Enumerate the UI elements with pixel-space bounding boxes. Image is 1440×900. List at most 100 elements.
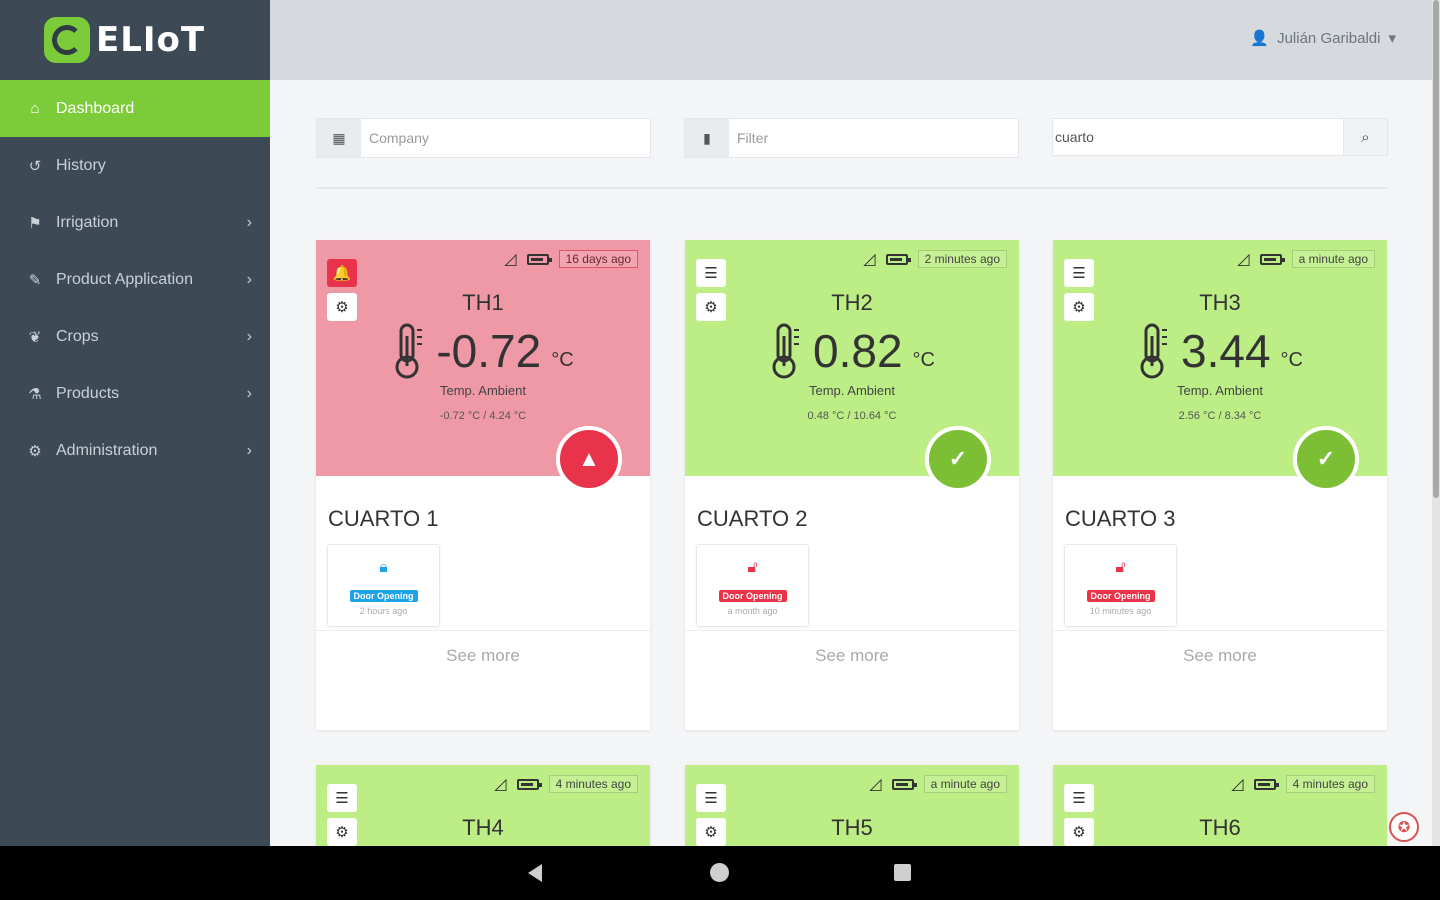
- home-button-icon[interactable]: [710, 863, 729, 882]
- sidebar-item-products[interactable]: ⚗ Products ›: [0, 365, 270, 422]
- app-logo[interactable]: ELIoT: [0, 0, 270, 80]
- temperature-value: 0.82: [813, 325, 903, 377]
- reading: 0.82 °C: [685, 322, 1019, 380]
- sidebar-item-label: Dashboard: [56, 99, 135, 117]
- sidebar-item-label: Products: [56, 384, 120, 402]
- sidebar-item-label: History: [56, 156, 106, 174]
- sensor-name: TH1: [462, 290, 504, 315]
- thermometer-icon: [395, 323, 423, 379]
- lock-open-icon: 🔓︎: [1115, 559, 1126, 576]
- flask-icon: ⚗: [28, 385, 42, 403]
- card-body: CUARTO 3 🔓︎ Door Opening 10 minutes ago …: [1053, 476, 1387, 680]
- sidebar-item-label: Product Application: [56, 270, 193, 288]
- home-icon: ⌂: [30, 100, 40, 117]
- filter-input[interactable]: [729, 119, 1018, 157]
- settings-button[interactable]: ⚙: [1064, 293, 1094, 321]
- sensor-panel: ☰ ⚙ ◿ a minute ago TH5: [685, 765, 1019, 846]
- gear-icon: ⚙: [704, 824, 718, 841]
- logo-mark-icon: [44, 17, 90, 63]
- history-icon: ↺: [28, 157, 42, 175]
- door-status[interactable]: 🔓︎ Door Opening a month ago: [696, 544, 809, 627]
- sidebar-item-administration[interactable]: ⚙ Administration ›: [0, 422, 270, 479]
- see-more-link[interactable]: See more: [1053, 630, 1387, 680]
- menu-button[interactable]: ☰: [1064, 784, 1094, 812]
- back-icon[interactable]: [528, 864, 542, 882]
- door-status[interactable]: 🔒︎ Door Opening 2 hours ago: [327, 544, 440, 627]
- room-name: CUARTO 1: [328, 506, 439, 531]
- door-time: 2 hours ago: [359, 606, 408, 616]
- sensor-panel: ☰ ⚙ ◿ a minute ago TH3 3.44 °C Temp. Amb…: [1053, 240, 1387, 492]
- card-body: CUARTO 1 🔒︎ Door Opening 2 hours ago See…: [316, 476, 650, 680]
- thermometer-icon: [1140, 323, 1167, 379]
- battery-icon: [885, 253, 911, 265]
- sensor-panel: ☰ ⚙ ◿ 4 minutes ago TH6: [1053, 765, 1387, 846]
- gear-icon: ⚙: [335, 824, 349, 841]
- divider: [316, 187, 1388, 189]
- user-menu[interactable]: 👤 Julián Garibaldi ▾: [1250, 29, 1396, 48]
- settings-button[interactable]: ⚙: [327, 293, 357, 321]
- reading-range: -0.72 °C / 4.24 °C: [439, 410, 527, 422]
- sidebar-item-label: Administration: [56, 441, 158, 459]
- door-status[interactable]: 🔓︎ Door Opening 10 minutes ago: [1064, 544, 1177, 627]
- sensor-card: ☰ ⚙ ◿ 2 minutes ago TH2 0.82 °C Temp. Am…: [685, 240, 1019, 730]
- battery-icon: [526, 253, 552, 265]
- sensor-name: TH4: [462, 815, 504, 840]
- sensor-card: ☰ ⚙ ◿ 4 minutes ago TH6: [1053, 765, 1387, 846]
- search-icon: ⌕: [1361, 128, 1370, 146]
- sensor-name: TH5: [831, 815, 873, 840]
- sidebar-item-irrigation[interactable]: ⚑ Irrigation ›: [0, 194, 270, 251]
- menu-button[interactable]: ☰: [327, 784, 357, 812]
- see-more-link[interactable]: See more: [316, 630, 650, 680]
- caret-down-icon: ▾: [1388, 30, 1396, 47]
- settings-button[interactable]: ⚙: [327, 818, 357, 846]
- search-input[interactable]: [1053, 119, 1343, 155]
- settings-button[interactable]: ⚙: [1064, 818, 1094, 846]
- bell-icon[interactable]: 🔔: [327, 259, 357, 287]
- app-name: ELIoT: [96, 20, 206, 60]
- sidebar-item-label: Crops: [56, 327, 99, 345]
- company-input[interactable]: [361, 119, 650, 157]
- sidebar-item-product-application[interactable]: ✎ Product Application ›: [0, 251, 270, 308]
- lock-open-icon: 🔓︎: [747, 559, 758, 576]
- settings-button[interactable]: ⚙: [696, 818, 726, 846]
- sidebar-item-crops[interactable]: ❦ Crops ›: [0, 308, 270, 365]
- temperature-value: -0.72: [436, 325, 542, 377]
- sidebar-item-history[interactable]: ↺ History: [0, 137, 270, 194]
- warning-icon: ▲: [556, 426, 622, 492]
- menu-icon: ☰: [1072, 265, 1086, 282]
- card-body: CUARTO 2 🔓︎ Door Opening a month ago See…: [685, 476, 1019, 680]
- signal-icon: ◿: [863, 251, 876, 268]
- sidebar-item-dashboard[interactable]: ⌂ Dashboard: [0, 80, 270, 137]
- see-more-link[interactable]: See more: [685, 630, 1019, 680]
- help-lifebuoy-icon[interactable]: ✪: [1389, 812, 1419, 842]
- android-nav-bar: [0, 846, 1440, 900]
- signal-icon: ◿: [504, 251, 517, 268]
- menu-icon: ☰: [335, 790, 349, 807]
- last-update-badge: a minute ago: [923, 775, 1007, 793]
- signal-icon: ◿: [869, 776, 882, 793]
- sensor-name: TH2: [831, 290, 873, 315]
- search-button[interactable]: ⌕: [1343, 119, 1387, 155]
- last-update-badge: 4 minutes ago: [1285, 775, 1375, 793]
- sensor-card: ☰ ⚙ ◿ a minute ago TH3 3.44 °C Temp. Amb…: [1053, 240, 1387, 730]
- signal-icon: ◿: [1237, 251, 1250, 268]
- menu-button[interactable]: ☰: [696, 784, 726, 812]
- battery-icon: [891, 778, 917, 790]
- last-update-badge: 4 minutes ago: [548, 775, 638, 793]
- recent-apps-icon[interactable]: [894, 864, 911, 881]
- device-icon: ▮: [685, 119, 729, 157]
- reading-range: 0.48 °C / 10.64 °C: [807, 410, 897, 422]
- temperature-value: 3.44: [1181, 325, 1271, 377]
- menu-button[interactable]: ☰: [696, 259, 726, 287]
- settings-button[interactable]: ⚙: [696, 293, 726, 321]
- status-row: ◿ 16 days ago: [504, 249, 638, 269]
- menu-button[interactable]: ☰: [1064, 259, 1094, 287]
- status-row: ◿ 4 minutes ago: [494, 774, 638, 794]
- status-row: ◿ a minute ago: [869, 774, 1007, 794]
- sidebar: ELIoT ⌂ Dashboard ↺ History ⚑ Irrigation…: [0, 0, 270, 846]
- leaf-icon: ❦: [28, 328, 42, 346]
- user-icon: 👤: [1250, 30, 1270, 47]
- scrollbar-thumb[interactable]: [1433, 0, 1439, 498]
- device-filter: ▮: [684, 118, 1019, 158]
- reading-label: Temp. Ambient: [1177, 383, 1263, 398]
